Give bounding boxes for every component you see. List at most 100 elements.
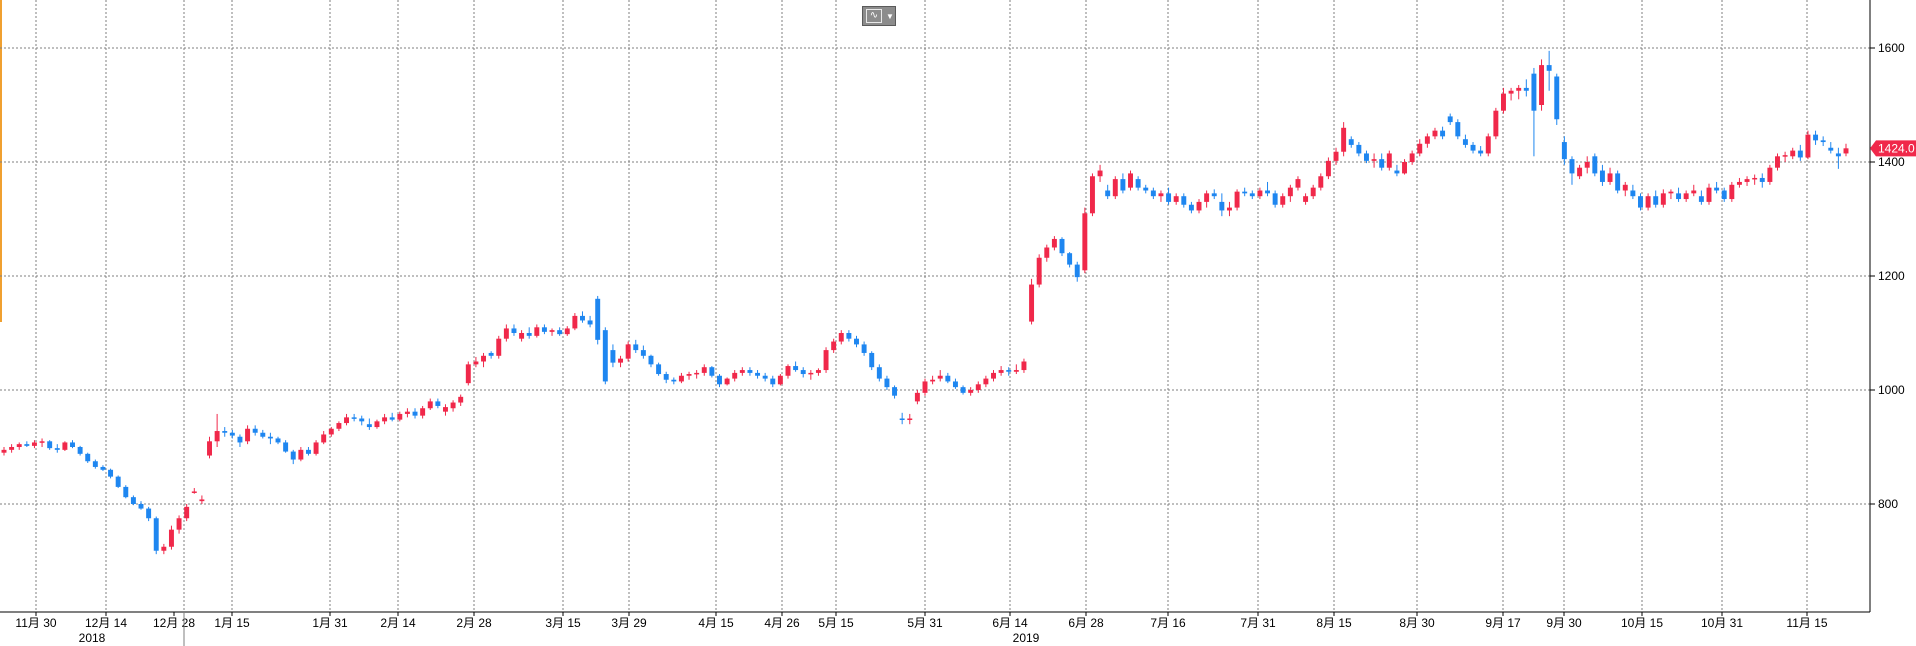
chart-type-toolbar[interactable]: ∿ ▼ [862, 6, 896, 26]
x-tick-label: 9月 17 [1485, 616, 1521, 630]
candle-up [1493, 110, 1499, 137]
candle-up [374, 421, 380, 428]
selection-edge-marker [0, 0, 2, 322]
candle-up [1318, 176, 1324, 188]
candle-down [1394, 170, 1400, 174]
y-tick-label: 1200 [1878, 269, 1905, 283]
candle-up [1196, 201, 1202, 211]
candle-down [351, 417, 357, 419]
line-chart-icon[interactable]: ∿ [866, 9, 882, 23]
x-tick-label: 11月 30 [15, 616, 56, 630]
candle-down [1478, 150, 1484, 154]
year-label: 2019 [1013, 631, 1040, 645]
candle-up [1325, 160, 1331, 177]
candle-down [85, 453, 91, 462]
candle-up [168, 529, 174, 547]
candle-up [519, 333, 525, 339]
candle-up [618, 358, 624, 363]
candle-up [1843, 148, 1849, 154]
candle-down [108, 469, 114, 477]
candle-down [1181, 196, 1187, 205]
candle-down [1447, 116, 1453, 123]
candle-up [1044, 247, 1050, 258]
candle-down [793, 366, 799, 371]
candle-up [465, 364, 471, 384]
candle-down [945, 375, 951, 382]
last-price-label: 1424.0 [1878, 141, 1915, 155]
candle-down [1379, 159, 1385, 168]
candle-up [1729, 184, 1735, 200]
candle-up [62, 442, 68, 450]
candle-down [412, 411, 418, 416]
candle-down [1059, 238, 1065, 254]
candle-up [1683, 193, 1689, 200]
candle-up [1516, 87, 1522, 91]
candle-up [549, 330, 555, 332]
candle-up [1386, 153, 1392, 168]
candle-up [176, 518, 182, 530]
candle-down [770, 378, 776, 385]
candle-down [1615, 173, 1621, 191]
candle-up [686, 374, 692, 376]
candle-down [389, 417, 395, 420]
candle-down [869, 352, 875, 368]
candle-down [305, 449, 311, 454]
candle-up [473, 361, 479, 365]
candle-down [47, 441, 53, 449]
candle-up [975, 384, 981, 390]
candle-down [1698, 196, 1704, 202]
x-tick-label: 2月 28 [456, 616, 492, 630]
candle-down [648, 355, 654, 365]
candle-up [937, 375, 943, 379]
x-tick-label: 4月 15 [698, 616, 734, 630]
candle-up [1805, 134, 1811, 158]
candle-down [1150, 190, 1156, 197]
candle-down [1653, 196, 1659, 205]
x-tick-label: 10月 31 [1701, 616, 1743, 630]
candle-up [1782, 155, 1788, 157]
candle-down [1828, 147, 1834, 151]
candle-down [237, 436, 243, 443]
candle-down [1820, 140, 1826, 143]
candle-up [1, 449, 7, 453]
candle-up [1577, 167, 1583, 177]
candle-down [1546, 65, 1552, 71]
candle-down [435, 401, 441, 406]
candle-down [717, 375, 722, 385]
candle-down [1006, 370, 1012, 372]
x-tick-label: 11月 15 [1786, 616, 1827, 630]
candle-down [115, 476, 121, 487]
candle-down [854, 338, 859, 345]
candle-down [1135, 179, 1141, 188]
candle-up [1280, 196, 1286, 205]
candle-down [1523, 87, 1529, 91]
candle-up [625, 344, 631, 359]
candle-down [1554, 76, 1560, 120]
candle-down [602, 330, 608, 382]
candle-down [960, 387, 966, 393]
candle-down [1569, 159, 1575, 174]
candle-up [1128, 173, 1133, 188]
candle-up [572, 315, 578, 329]
candle-down [1105, 190, 1111, 197]
candle-up [998, 370, 1004, 373]
x-tick-label: 6月 14 [992, 616, 1028, 630]
caret-down-icon[interactable]: ▼ [886, 11, 894, 21]
x-tick-label: 9月 30 [1546, 616, 1582, 630]
candle-up [336, 423, 342, 429]
candle-down [70, 442, 75, 447]
candle-up [564, 328, 570, 335]
candle-down [595, 298, 601, 340]
candle-down [1143, 187, 1149, 191]
candle-up [397, 413, 403, 420]
x-tick-label: 1月 31 [312, 616, 348, 630]
candle-up [1173, 196, 1179, 202]
candle-up [1417, 143, 1423, 154]
candle-up [1341, 127, 1347, 152]
candle-down [663, 374, 669, 380]
candle-down [229, 432, 235, 436]
candle-up [1790, 150, 1796, 157]
candle-down [580, 315, 585, 321]
candle-down [755, 372, 761, 376]
